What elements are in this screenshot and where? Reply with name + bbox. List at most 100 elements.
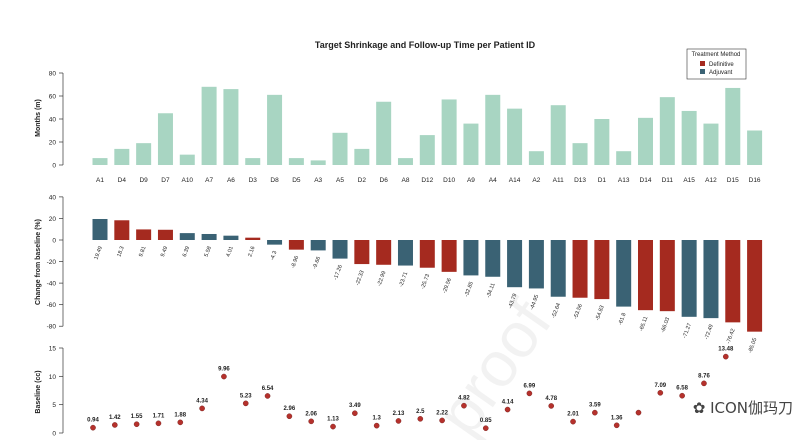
bar-change — [201, 233, 217, 240]
bar-followup — [528, 151, 544, 165]
change-label: -8.96 — [290, 255, 300, 269]
change-label: -71.27 — [682, 322, 693, 339]
p1-y-tick-label: 80 — [49, 71, 57, 78]
baseline-point — [242, 400, 249, 407]
bar-change — [419, 240, 435, 268]
category-label: A2 — [532, 177, 540, 184]
bar-followup — [114, 148, 130, 165]
category-label: D11 — [662, 177, 674, 184]
baseline-point — [330, 423, 336, 430]
category-label: D8 — [270, 177, 279, 184]
category-label: A3 — [314, 177, 322, 184]
p2-y-tick-label: -20 — [47, 259, 57, 266]
category-label: D3 — [249, 177, 258, 184]
p1-y-tick-label: 40 — [49, 117, 57, 124]
change-label: -17.26 — [333, 264, 344, 281]
bar-followup — [747, 130, 763, 165]
change-label: -22.99 — [377, 270, 388, 287]
baseline-point — [264, 393, 271, 399]
baseline-point — [133, 421, 140, 428]
category-label: A9 — [467, 177, 475, 184]
baseline-label: 2.13 — [393, 411, 405, 417]
change-label: -65.11 — [639, 316, 650, 332]
bar-change — [245, 237, 261, 240]
bar-change — [332, 240, 348, 259]
baseline-point — [199, 405, 205, 412]
legend-swatch-adjuvant — [700, 69, 705, 74]
legend-label-adjuvant: Adjuvant — [709, 70, 733, 76]
bar-change — [397, 240, 413, 266]
bar-followup — [397, 158, 413, 165]
change-label: -22.33 — [355, 270, 366, 287]
change-label: 4.01 — [225, 246, 234, 258]
change-label: -54.83 — [595, 305, 606, 322]
category-label: D16 — [749, 177, 761, 184]
change-label: -52.64 — [551, 302, 562, 319]
p2-y-tick-label: -60 — [47, 302, 57, 309]
bar-change — [310, 240, 326, 251]
bar-change — [572, 240, 588, 298]
chart-title: Target Shrinkage and Follow-up Time per … — [315, 40, 536, 50]
bar-followup — [376, 101, 392, 165]
category-label: A10 — [181, 177, 193, 184]
baseline-point — [482, 425, 489, 431]
bar-change — [354, 240, 370, 265]
p1-y-tick-label: 60 — [49, 94, 57, 101]
bar-followup — [267, 94, 283, 165]
baseline-point — [417, 416, 424, 422]
ylabel-months: Months (m) — [35, 99, 42, 137]
baseline-point — [657, 390, 664, 396]
change-label: -25.73 — [420, 273, 431, 290]
p3-y-tick-label: 15 — [49, 346, 57, 353]
baseline-point — [635, 409, 642, 416]
bar-change — [507, 240, 523, 288]
p2-y-tick-label: 20 — [49, 216, 57, 223]
change-label: -76.42 — [726, 328, 737, 345]
p2-y-tick-label: 0 — [52, 238, 56, 245]
baseline-label: 4.82 — [458, 396, 470, 402]
baseline-point — [526, 390, 533, 397]
baseline-label: 2.06 — [305, 411, 317, 417]
category-label: A7 — [205, 177, 213, 184]
category-label: D15 — [727, 177, 739, 184]
bar-change — [638, 240, 653, 311]
bar-followup — [288, 158, 304, 165]
category-label: D10 — [443, 177, 455, 184]
baseline-label: 4.14 — [502, 400, 514, 406]
legend-swatch-definitive — [700, 61, 705, 66]
bar-change — [747, 240, 763, 332]
baseline-label: 6.54 — [262, 386, 274, 392]
bar-followup — [725, 87, 741, 165]
category-label: D13 — [574, 177, 586, 184]
baseline-label: 1.36 — [611, 415, 623, 421]
category-label: D5 — [292, 177, 301, 184]
category-label: D9 — [139, 177, 148, 184]
baseline-label: 8.76 — [698, 373, 710, 379]
baseline-label: 6.58 — [676, 386, 688, 392]
change-label: 2.16 — [247, 246, 256, 258]
bar-followup — [703, 123, 719, 165]
bar-followup — [659, 97, 675, 165]
bar-change — [616, 240, 632, 307]
baseline-label: 3.49 — [349, 403, 361, 409]
panel-change-from-baseline: 40 20 0 -20 -40 -60 -80 19.49 18.3 9.81 9.49 6.39 5.… — [47, 194, 763, 354]
bar-followup — [223, 89, 239, 165]
baseline-point — [155, 420, 162, 427]
bar-change — [136, 229, 152, 240]
baseline-label: 2.96 — [284, 406, 296, 412]
bar-change — [267, 240, 283, 245]
category-label: D4 — [118, 177, 127, 184]
baseline-label: 2.22 — [436, 410, 448, 416]
category-label: D14 — [640, 177, 652, 184]
bar-change — [528, 240, 544, 289]
baseline-point — [613, 422, 620, 429]
change-label: 9.81 — [138, 246, 147, 258]
baseline-point — [221, 373, 227, 380]
baseline-point — [570, 418, 576, 425]
baseline-point — [286, 413, 293, 420]
baseline-point — [90, 424, 96, 431]
change-label: -61.8 — [618, 312, 628, 326]
bar-change — [157, 229, 173, 240]
